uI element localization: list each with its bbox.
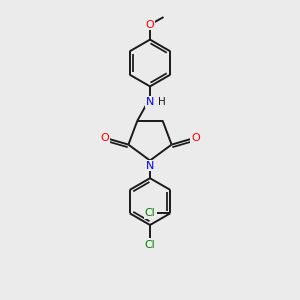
Text: N: N <box>146 97 154 107</box>
Text: N: N <box>146 160 154 171</box>
Text: Cl: Cl <box>145 208 155 218</box>
Text: O: O <box>191 133 200 143</box>
Text: H: H <box>158 97 165 107</box>
Text: Cl: Cl <box>145 240 155 250</box>
Text: O: O <box>146 20 154 30</box>
Text: O: O <box>100 133 109 143</box>
